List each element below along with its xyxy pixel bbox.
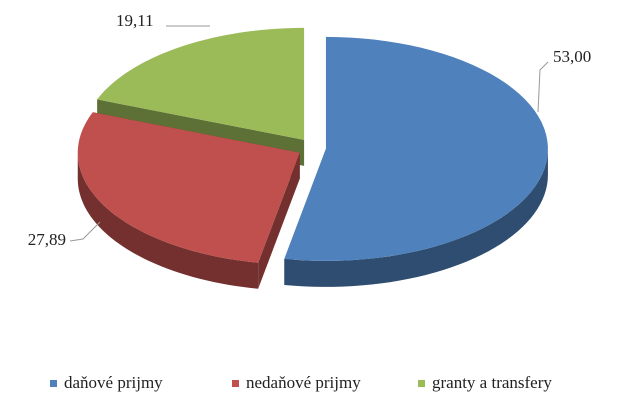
pie-slice (77, 112, 300, 289)
leader-line (537, 61, 549, 113)
legend-swatch (50, 380, 57, 387)
slice-top (97, 27, 305, 140)
pie-slice (284, 36, 548, 287)
legend-swatch (418, 380, 425, 387)
slice-edge-wall (258, 152, 300, 289)
legend-label: granty a transfery (432, 373, 552, 392)
legend-label: daňové prijmy (64, 373, 163, 392)
slice-top (77, 112, 300, 263)
data-label: 27,89 (28, 230, 66, 249)
legend-swatch (232, 380, 239, 387)
slice-top (284, 36, 548, 261)
data-label: 53,00 (553, 47, 591, 66)
data-label: 19,11 (116, 11, 154, 30)
slice-side-wall (284, 148, 548, 287)
leader-line (69, 221, 101, 242)
slice-side-wall (77, 152, 259, 289)
legend-label: nedaňové prijmy (246, 373, 361, 392)
